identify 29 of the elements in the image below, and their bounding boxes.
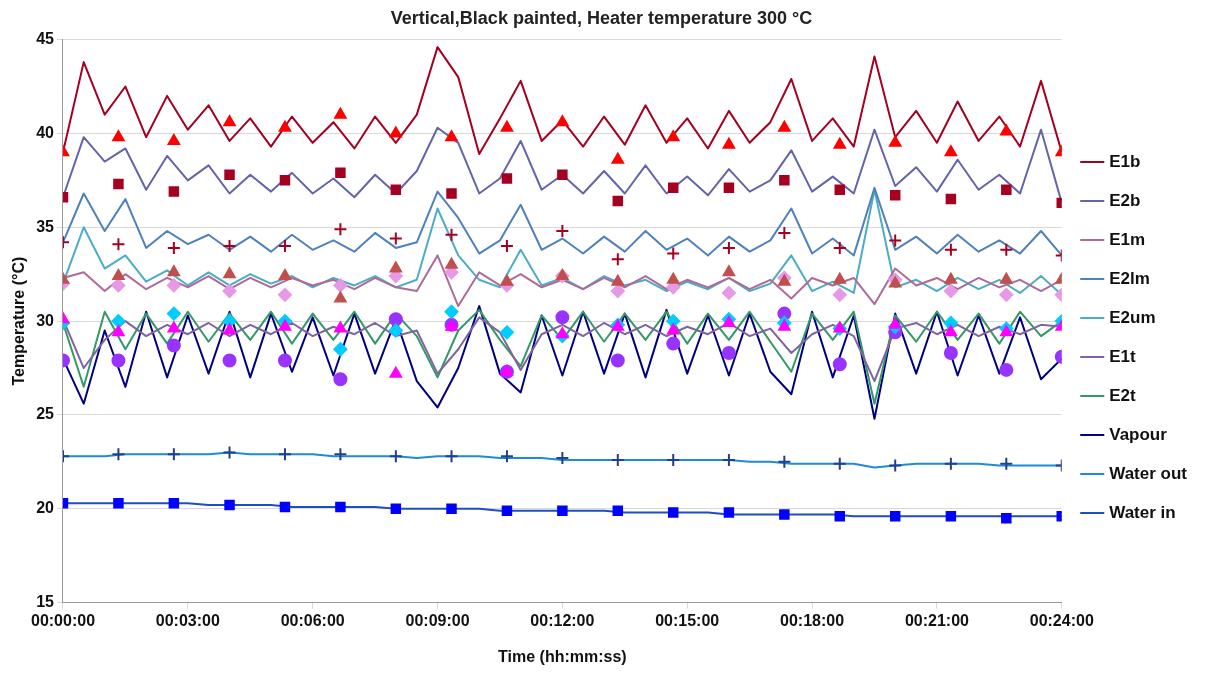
legend-label: Vapour xyxy=(1109,424,1168,444)
x-tick-label: 00:24:00 xyxy=(1029,611,1094,629)
y-tick-label: 30 xyxy=(36,311,55,329)
x-tick-label: 00:12:00 xyxy=(530,611,595,629)
legend-label: E1m xyxy=(1109,229,1146,249)
legend-label: E1t xyxy=(1109,346,1137,366)
x-tick-label: 00:06:00 xyxy=(280,611,345,629)
legend-label: Water out xyxy=(1109,463,1188,483)
x-tick-label: 00:18:00 xyxy=(780,611,845,629)
y-tick-label: 45 xyxy=(36,30,55,48)
x-tick-label: 00:15:00 xyxy=(655,611,720,629)
x-tick-label: 00:03:00 xyxy=(155,611,220,629)
chart-title: Vertical,Black painted, Heater temperature 300 °C xyxy=(390,7,813,28)
legend-label: E2t xyxy=(1109,385,1137,405)
y-tick-label: 20 xyxy=(36,499,55,517)
y-tick-label: 25 xyxy=(36,405,55,423)
legend-label: E1b xyxy=(1109,151,1141,171)
x-tick-label: 00:00:00 xyxy=(30,611,96,629)
y-tick-label: 40 xyxy=(36,123,55,141)
y-tick-label: 15 xyxy=(36,593,55,611)
legend-label: E2b xyxy=(1109,190,1141,210)
x-tick-label: 00:21:00 xyxy=(904,611,970,629)
x-tick-label: 00:09:00 xyxy=(405,611,470,629)
x-axis-title: Time (hh:mm:ss) xyxy=(498,647,627,665)
legend-label: Water in xyxy=(1109,502,1176,522)
y-tick-label: 35 xyxy=(36,217,55,235)
legend-label: E2lm xyxy=(1109,268,1150,288)
legend-label: E2um xyxy=(1109,307,1156,327)
y-axis-title: Temperature (°C) xyxy=(10,256,28,386)
